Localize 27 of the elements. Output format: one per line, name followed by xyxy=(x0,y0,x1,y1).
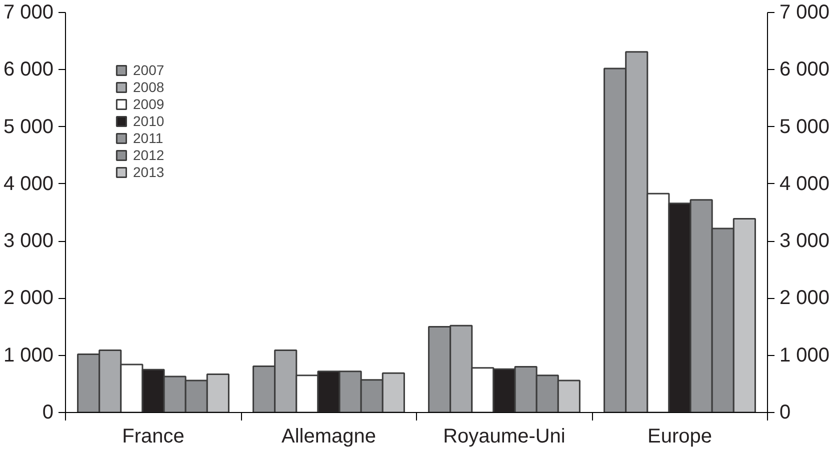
y2-tick-label: 5 000 xyxy=(780,116,830,138)
y-tick-label: 4 000 xyxy=(3,172,54,195)
y2-tick-label: 2 000 xyxy=(780,287,830,310)
y-tick-label: 0 xyxy=(42,402,54,424)
y2-tick-label: 3 000 xyxy=(780,230,830,252)
legend-label: 2010 xyxy=(133,113,164,129)
x-tick-label: Royaume-Uni xyxy=(443,426,566,448)
x-tick-label: France xyxy=(122,426,184,448)
y-tick-label: 7 000 xyxy=(3,2,54,24)
y2-tick-label: 1 000 xyxy=(780,344,830,366)
legend-label: 2011 xyxy=(133,130,164,146)
legend-label: 2007 xyxy=(133,62,164,78)
y2-tick-label: 6 000 xyxy=(780,58,830,81)
y2-tick-label: 4 000 xyxy=(780,172,830,195)
y2-tick-label: 7 000 xyxy=(780,2,830,24)
x-tick-label: Allemagne xyxy=(282,426,376,448)
y-tick-label: 5 000 xyxy=(3,116,54,138)
legend-label: 2013 xyxy=(133,164,164,180)
legend-label: 2008 xyxy=(133,79,164,95)
legend-label: 2009 xyxy=(133,96,164,112)
x-tick-label: Europe xyxy=(648,426,712,448)
y-tick-label: 2 000 xyxy=(3,287,54,310)
y2-tick-label: 0 xyxy=(780,402,791,424)
legend-label: 2012 xyxy=(133,147,164,163)
y-tick-label: 1 000 xyxy=(3,344,54,366)
y-tick-label: 3 000 xyxy=(3,230,54,252)
y-tick-label: 6 000 xyxy=(3,58,54,81)
